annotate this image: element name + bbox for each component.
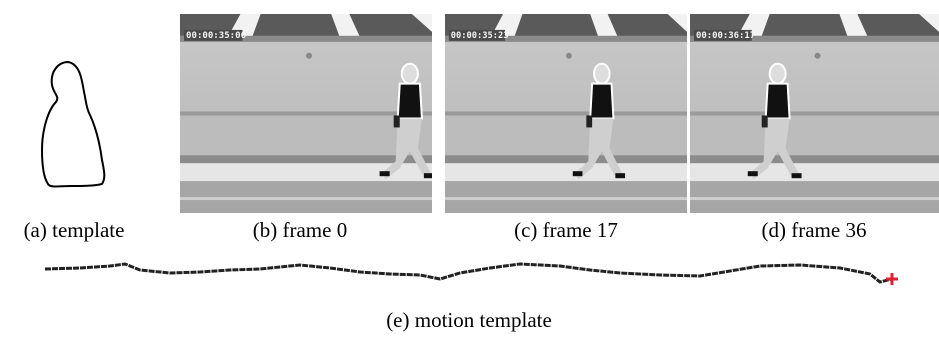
caption: (a) template (24, 218, 125, 242)
caption: (b) frame 0 (253, 218, 347, 242)
figure: 00:00:35:06 00:00:35:23 00:00:36:17 (a) … (0, 0, 939, 338)
frame-image: 00:00:36:17 (690, 14, 939, 213)
caption: (e) motion template (386, 308, 552, 332)
frame-image: 00:00:35:23 (445, 14, 687, 213)
timestamp: 00:00:36:17 (696, 31, 755, 41)
timestamp: 00:00:35:23 (451, 31, 509, 41)
template-outline (42, 62, 104, 187)
caption: (d) frame 36 (762, 218, 867, 242)
end-marker (886, 273, 898, 285)
caption: (c) frame 17 (514, 218, 618, 242)
timestamp: 00:00:35:06 (186, 31, 246, 41)
motion-path (45, 264, 892, 282)
frame-image: 00:00:35:06 (180, 14, 434, 213)
